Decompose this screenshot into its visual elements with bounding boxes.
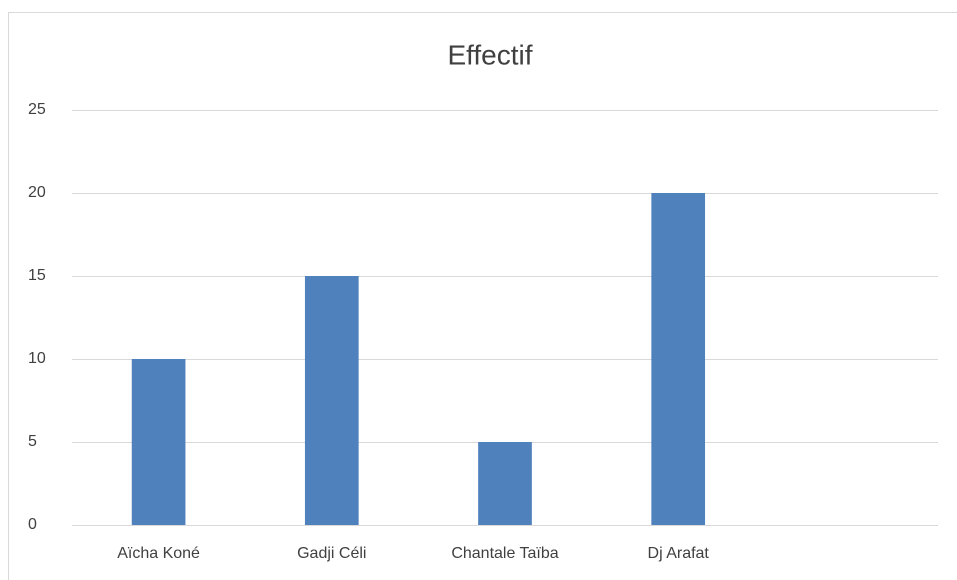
y-tick-label: 0 — [28, 516, 37, 533]
bar — [478, 442, 532, 525]
bar — [651, 193, 706, 525]
chart-title: Effectif — [447, 39, 532, 70]
x-tick-label: Dj Arafat — [648, 545, 710, 562]
y-tick-label: 20 — [28, 184, 46, 201]
y-tick-label: 10 — [28, 350, 46, 367]
x-tick-label: Chantale Taïba — [451, 545, 558, 562]
x-tick-label: Aïcha Koné — [117, 545, 200, 562]
y-tick-label: 25 — [28, 101, 46, 118]
y-tick-label: 15 — [28, 267, 46, 284]
y-tick-label: 5 — [28, 433, 37, 450]
bar — [304, 276, 359, 525]
bar — [131, 359, 186, 525]
x-tick-label: Gadji Céli — [297, 545, 366, 562]
